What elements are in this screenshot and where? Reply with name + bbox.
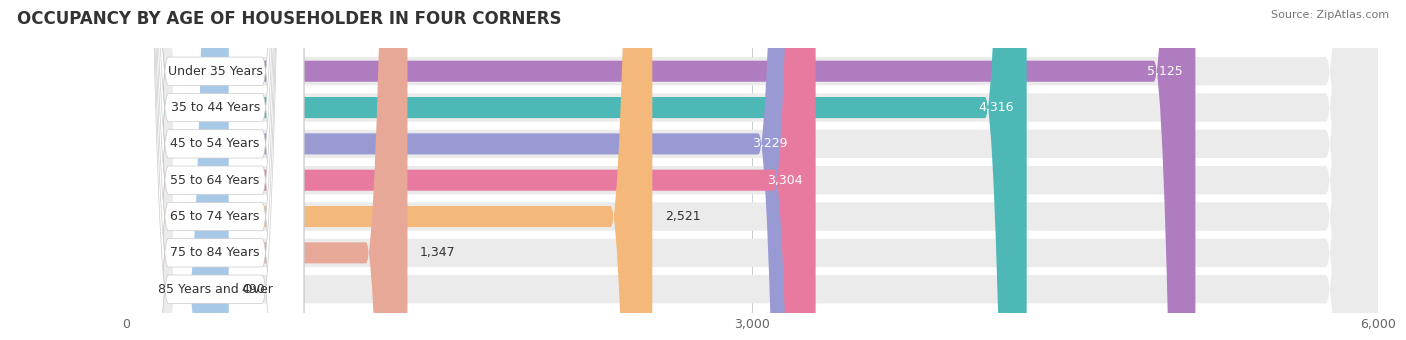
FancyBboxPatch shape: [127, 0, 408, 340]
Text: 55 to 64 Years: 55 to 64 Years: [170, 174, 260, 187]
Text: 3,304: 3,304: [768, 174, 803, 187]
FancyBboxPatch shape: [127, 0, 304, 340]
FancyBboxPatch shape: [127, 0, 304, 340]
FancyBboxPatch shape: [127, 0, 1378, 340]
Text: Source: ZipAtlas.com: Source: ZipAtlas.com: [1271, 10, 1389, 20]
Text: 5,125: 5,125: [1147, 65, 1182, 78]
FancyBboxPatch shape: [127, 0, 1378, 340]
FancyBboxPatch shape: [127, 0, 1378, 340]
FancyBboxPatch shape: [127, 0, 304, 340]
Text: Under 35 Years: Under 35 Years: [167, 65, 263, 78]
FancyBboxPatch shape: [127, 0, 1378, 340]
FancyBboxPatch shape: [127, 0, 1195, 340]
Text: 1,347: 1,347: [420, 246, 456, 259]
FancyBboxPatch shape: [127, 0, 304, 340]
FancyBboxPatch shape: [127, 0, 815, 340]
Text: 85 Years and Over: 85 Years and Over: [157, 283, 273, 296]
FancyBboxPatch shape: [127, 0, 1378, 340]
FancyBboxPatch shape: [127, 0, 304, 340]
Text: 65 to 74 Years: 65 to 74 Years: [170, 210, 260, 223]
Text: 490: 490: [242, 283, 264, 296]
Text: 35 to 44 Years: 35 to 44 Years: [170, 101, 260, 114]
FancyBboxPatch shape: [127, 0, 800, 340]
FancyBboxPatch shape: [127, 0, 1026, 340]
FancyBboxPatch shape: [127, 0, 229, 340]
FancyBboxPatch shape: [127, 0, 304, 340]
Text: 75 to 84 Years: 75 to 84 Years: [170, 246, 260, 259]
Text: 45 to 54 Years: 45 to 54 Years: [170, 137, 260, 150]
Text: 3,229: 3,229: [752, 137, 787, 150]
FancyBboxPatch shape: [127, 0, 304, 340]
FancyBboxPatch shape: [127, 0, 652, 340]
Text: 2,521: 2,521: [665, 210, 700, 223]
FancyBboxPatch shape: [127, 0, 1378, 340]
Text: OCCUPANCY BY AGE OF HOUSEHOLDER IN FOUR CORNERS: OCCUPANCY BY AGE OF HOUSEHOLDER IN FOUR …: [17, 10, 561, 28]
Text: 4,316: 4,316: [979, 101, 1014, 114]
FancyBboxPatch shape: [127, 0, 1378, 340]
